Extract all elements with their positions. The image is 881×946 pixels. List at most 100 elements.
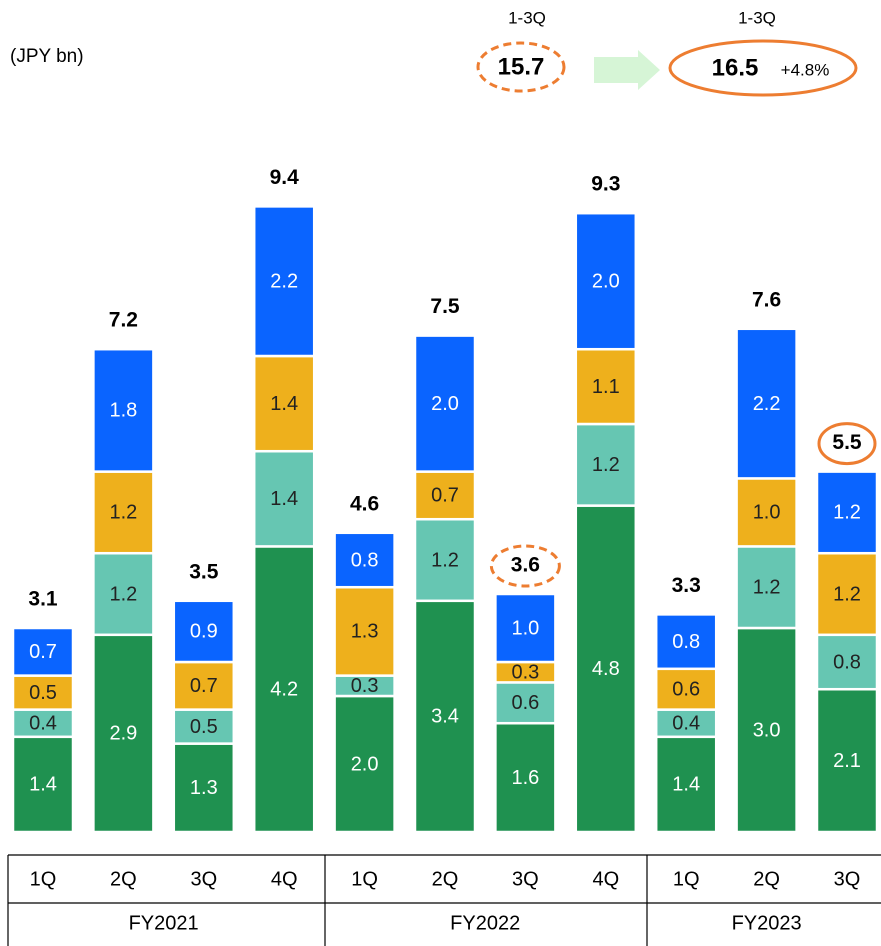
bar-segment <box>92 633 155 834</box>
total-label: 9.3 <box>591 173 620 196</box>
bar-segment <box>413 599 477 834</box>
segment-label: 0.8 <box>672 631 700 653</box>
total-label: 7.6 <box>752 288 781 311</box>
segment-label: 0.7 <box>29 641 57 663</box>
bar-segment <box>333 531 396 589</box>
group-label: FY2022 <box>450 912 520 934</box>
bar-segment <box>11 626 75 677</box>
segment-label: 1.2 <box>753 576 781 598</box>
bar-segment <box>574 422 638 507</box>
bar-segment <box>413 517 477 603</box>
bar-segment <box>815 633 879 691</box>
segment-label: 1.6 <box>511 767 539 789</box>
arrow <box>594 50 660 90</box>
segment-label: 1.2 <box>109 583 137 605</box>
segment-label: 1.0 <box>511 617 539 639</box>
segment-label: 0.8 <box>351 549 379 571</box>
segment-label: 1.4 <box>270 393 298 415</box>
segment-label: 3.0 <box>753 719 781 741</box>
total-label: 4.6 <box>350 492 379 515</box>
segment-label: 1.3 <box>351 621 379 643</box>
x-tick-label: 1Q <box>351 868 378 890</box>
x-tick-label: 3Q <box>190 868 217 890</box>
bar-segment <box>11 708 75 739</box>
segment-label: 0.7 <box>190 675 218 697</box>
bar-segment <box>252 545 316 834</box>
bar-segment <box>574 211 638 351</box>
segment-label: 2.0 <box>592 270 620 292</box>
highlight-circle <box>489 544 561 588</box>
x-tick-label: 4Q <box>592 868 619 890</box>
category-table <box>7 854 881 946</box>
period-label: 1-3Q <box>738 8 776 27</box>
bar-segment <box>333 585 396 677</box>
x-tick-label: 1Q <box>30 868 57 890</box>
segment-label: 1.8 <box>109 400 137 422</box>
bar-segment <box>815 470 879 555</box>
segment-label: 2.0 <box>351 753 379 775</box>
segment-label: 0.8 <box>833 651 861 673</box>
segment-label: 0.5 <box>190 716 218 738</box>
segment-label: 0.6 <box>672 678 700 700</box>
x-tick-label: 3Q <box>834 868 861 890</box>
bar-segment <box>11 735 75 834</box>
segment-label: 1.2 <box>833 583 861 605</box>
bar-segment <box>333 694 396 834</box>
group-label: FY2021 <box>129 912 199 934</box>
segment-label: 1.2 <box>833 502 861 524</box>
bar-segment <box>494 681 557 725</box>
bar-segment <box>252 449 316 548</box>
unit-label: (JPY bn) <box>10 46 84 67</box>
highlight-circle <box>668 39 858 97</box>
segment-label: 1.2 <box>109 502 137 524</box>
segment-label: 1.4 <box>270 488 298 510</box>
bar-segment <box>11 674 75 711</box>
segment-label: 0.3 <box>351 675 379 697</box>
segment-label: 1.1 <box>592 376 620 398</box>
highlight-circle <box>817 422 877 466</box>
segment-label: 1.2 <box>592 454 620 476</box>
bar-segment <box>735 545 798 630</box>
x-tick-label: 2Q <box>753 868 780 890</box>
bar-segment <box>815 551 879 637</box>
bar-segment <box>172 660 236 711</box>
bar-segment <box>735 327 798 480</box>
total-label: 3.5 <box>189 560 219 583</box>
bar-segment <box>92 551 155 637</box>
bar-segment <box>413 334 477 473</box>
x-tick-label: 3Q <box>512 868 539 890</box>
segment-label: 0.9 <box>190 621 218 643</box>
x-tick-label: 2Q <box>110 868 137 890</box>
segment-label: 2.0 <box>431 393 459 415</box>
x-tick-label: 1Q <box>673 868 700 890</box>
segment-label: 0.3 <box>511 661 539 683</box>
segment-label: 2.9 <box>109 723 137 745</box>
bar-segment <box>494 592 557 664</box>
segment-label: 2.2 <box>753 393 781 415</box>
bar-segment <box>92 347 155 473</box>
segment-label: 2.1 <box>833 750 861 772</box>
bar-segment <box>494 721 557 834</box>
period-label: 1-3Q <box>508 8 546 27</box>
bar-segment <box>815 687 879 834</box>
total-label: 5.5 <box>832 431 862 454</box>
group-label: FY2023 <box>732 912 802 934</box>
summary-value: 16.5 <box>712 54 759 81</box>
total-label: 3.6 <box>511 554 540 577</box>
highlight-circle <box>476 41 566 93</box>
segment-label: 0.6 <box>511 692 539 714</box>
x-tick-label: 4Q <box>271 868 298 890</box>
segment-label: 1.4 <box>672 774 700 796</box>
summary-value: 15.7 <box>498 53 545 80</box>
segment-label: 2.2 <box>270 270 298 292</box>
x-tick-label: 2Q <box>432 868 459 890</box>
total-label: 7.5 <box>430 295 460 318</box>
bar-segment <box>654 613 718 671</box>
segment-label: 4.2 <box>270 678 298 700</box>
total-label: 9.4 <box>270 166 300 189</box>
segment-label: 0.5 <box>29 682 57 704</box>
growth-label: +4.8% <box>781 60 830 79</box>
total-label: 7.2 <box>109 309 138 332</box>
total-label: 3.3 <box>672 574 701 597</box>
